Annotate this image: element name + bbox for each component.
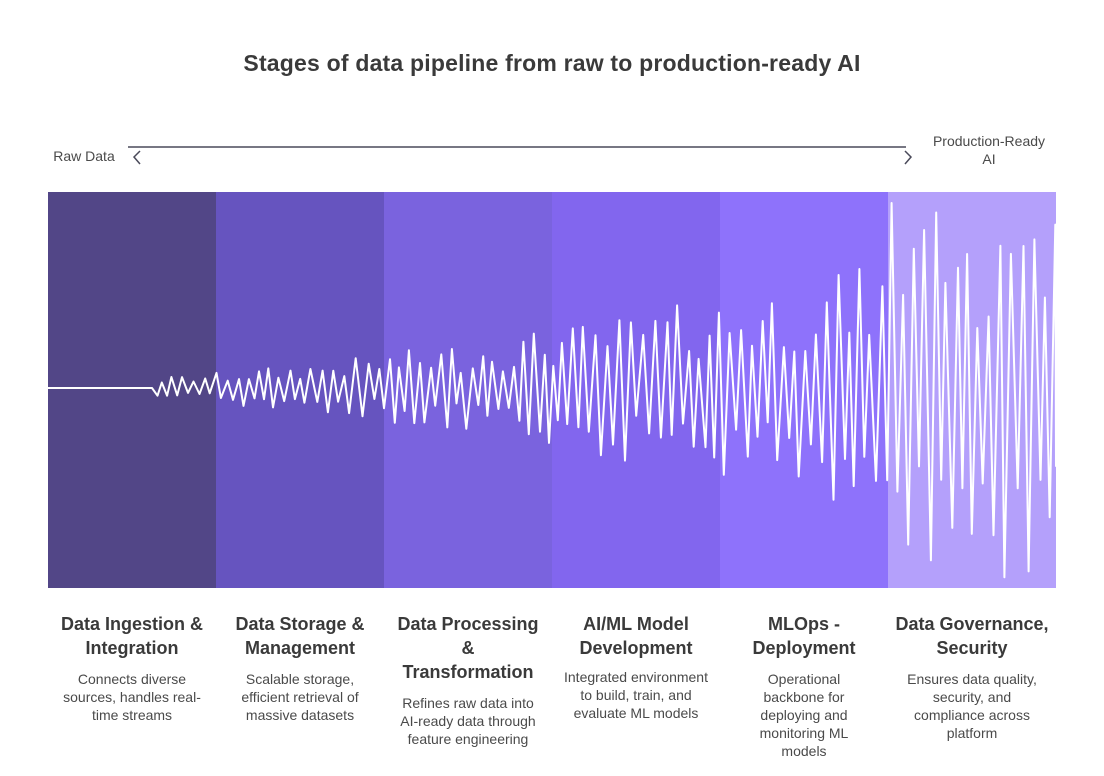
stage-title: MLOps - Deployment <box>752 614 856 658</box>
stage-governance: Data Governance, Security Ensures data q… <box>888 612 1056 742</box>
stage-description: Integrated environment to build, train, … <box>564 669 708 721</box>
raw-data-label: Raw Data <box>53 148 115 164</box>
stage-title: Data Storage & Management <box>235 614 365 658</box>
stage-title: AI/ML Model Development <box>579 614 693 658</box>
stage-description: Refines raw data into AI-ready data thro… <box>400 695 536 747</box>
diagram-title: Stages of data pipeline from raw to prod… <box>243 50 861 76</box>
waveform-line <box>48 202 1056 579</box>
stage-storage: Data Storage & Management Scalable stora… <box>216 612 384 724</box>
stage-ingestion: Data Ingestion & Integration Connects di… <box>48 612 216 724</box>
stage-title: Data Ingestion & Integration <box>60 614 203 658</box>
stage-description: Ensures data quality, security, and comp… <box>907 671 1037 741</box>
chevron-right-icon <box>904 150 913 165</box>
production-ready-label: Production-Ready AI <box>932 133 1046 167</box>
stage-description: Connects diverse sources, handles real-t… <box>63 671 201 723</box>
progress-arrow <box>128 146 913 165</box>
stage-description: Operational backbone for deploying and m… <box>759 671 849 759</box>
stage-description: Scalable storage, efficient retrieval of… <box>241 671 359 723</box>
stage-processing: Data Processing & Transformation Refines… <box>384 612 552 748</box>
stage-model-development: AI/ML Model Development Integrated envir… <box>552 612 720 722</box>
chevron-left-icon <box>132 150 141 165</box>
stage-title: Data Governance, Security <box>895 614 1049 658</box>
stage-band <box>216 192 384 588</box>
stage-bands <box>48 192 1056 588</box>
signal-waveform <box>48 202 1056 579</box>
stage-title: Data Processing & Transformation <box>397 614 539 682</box>
stage-band <box>48 192 216 588</box>
stage-mlops: MLOps - Deployment Operational backbone … <box>720 612 888 760</box>
